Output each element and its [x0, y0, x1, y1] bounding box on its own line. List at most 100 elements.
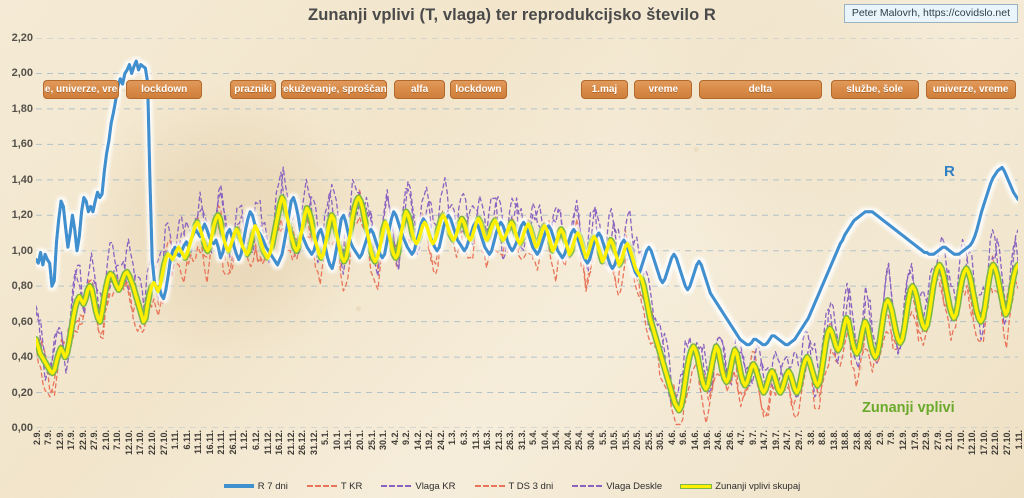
y-tick-0-60: 0,60 — [11, 315, 33, 328]
x-tick-label: 2.9. — [874, 430, 885, 446]
x-tick-label: 12.9. — [54, 430, 65, 451]
event-band-univerze-vreme[interactable]: univerze, vreme — [925, 80, 1016, 99]
x-tick-label: 15.4. — [551, 430, 562, 451]
legend-label: Zunanji vplivi skupaj — [715, 480, 801, 492]
x-tick-label: 26.12. — [297, 430, 308, 456]
y-tick-0-40: 0,40 — [11, 351, 33, 364]
y-tick-1-20: 1,20 — [11, 209, 33, 222]
series-vlaga-kr — [35, 166, 1019, 405]
x-tick-label: 24.7. — [782, 430, 793, 451]
legend-label: R 7 dni — [257, 480, 288, 492]
x-tick-label: 12.9. — [897, 430, 908, 451]
x-tick-label: 11.3. — [470, 430, 481, 450]
y-tick-2-20: 2,20 — [11, 32, 33, 44]
legend-item-r-7-dni[interactable]: R 7 dni — [223, 480, 288, 492]
x-tick-label: 5.4. — [528, 430, 539, 446]
y-tick-1-40: 1,40 — [11, 173, 33, 186]
x-tick-label: 19.6. — [701, 430, 712, 451]
x-tick-label: 27.10. — [1001, 430, 1012, 456]
y-tick-1-00: 1,00 — [11, 244, 33, 257]
x-tick-label: 21.11. — [216, 430, 227, 455]
x-tick-label: 15.5. — [620, 430, 631, 451]
r-curve-label: R — [944, 163, 955, 180]
x-tick-label: 25.5. — [643, 430, 654, 451]
legend-item-t-ds-3-dni[interactable]: T DS 3 dni — [474, 480, 554, 492]
x-tick-label: 21.3. — [493, 430, 504, 451]
x-tick-label: 7.10. — [955, 430, 966, 451]
event-band-slu-be-ole[interactable]: službe, šole — [830, 80, 919, 99]
plot-svg — [32, 37, 1022, 429]
x-tick-label: 4.6. — [666, 430, 677, 446]
x-tick-label: 17.10. — [978, 430, 989, 456]
legend-swatch — [223, 484, 254, 488]
x-tick-label: 20.1. — [354, 430, 365, 451]
dashed-series-group — [35, 166, 1019, 426]
legend-label: Vlaga KR — [415, 480, 456, 492]
x-tick-label: 1.3. — [447, 430, 458, 446]
legend-label: T DS 3 dni — [508, 480, 554, 492]
x-tick-label: 31.3. — [516, 430, 527, 451]
x-tick-label: 10.5. — [609, 430, 620, 451]
legend-item-zunanji-vplivi-skupaj[interactable]: Zunanji vplivi skupaj — [681, 481, 800, 492]
x-tick-label: 25.1. — [366, 430, 377, 451]
event-band-vreme[interactable]: vreme — [634, 80, 693, 99]
x-tick-label: 29.7. — [793, 430, 804, 451]
y-tick-1-60: 1,60 — [11, 138, 33, 151]
x-tick-label: 5.1. — [320, 430, 331, 446]
x-tick-label: 27.10. — [158, 430, 169, 456]
x-tick-label: 23.8. — [851, 430, 862, 451]
x-tick-label: 1.12. — [239, 430, 250, 451]
x-tick-label: 1.11. — [1013, 430, 1024, 450]
x-tick-label: 19.7. — [770, 430, 781, 451]
x-tick-label: 21.12. — [285, 430, 296, 456]
x-tick-label: 27.9. — [932, 430, 943, 451]
y-tick-2-00: 2,00 — [11, 67, 33, 80]
series-zunanji-vplivi-skupaj — [34, 195, 1020, 412]
legend-swatch — [381, 485, 412, 487]
x-tick-label: 16.12. — [274, 430, 285, 456]
x-tick-label: 31.12. — [308, 430, 319, 456]
x-tick-label: 6.11. — [181, 430, 192, 450]
y-tick-0-20: 0,20 — [11, 386, 33, 399]
event-band-lockdown[interactable]: lockdown — [126, 80, 203, 99]
legend-label: T KR — [340, 480, 363, 492]
legend-swatch — [681, 484, 712, 488]
x-tick-label: 27.9. — [89, 430, 100, 451]
x-tick-label: 22.10. — [990, 430, 1001, 456]
x-tick-label: 4.7. — [736, 430, 747, 446]
x-tick-label: 14.2. — [412, 430, 423, 451]
legend-swatch — [474, 485, 505, 487]
x-tick-label: 2.9. — [31, 430, 42, 446]
x-tick-label: 17.10. — [135, 430, 146, 456]
x-tick-label: 15.1. — [343, 430, 354, 451]
legend-item-vlaga-kr[interactable]: Vlaga KR — [381, 480, 456, 492]
series-t-ds-3-dni — [35, 189, 1019, 426]
x-tick-label: 12.10. — [967, 430, 978, 456]
event-bands: šole, univerze, vreme lockdown praznikipre… — [36, 80, 1018, 99]
event-band-delta[interactable]: delta — [699, 80, 822, 99]
legend-item-vlaga-deskle[interactable]: Vlaga Deskle — [572, 481, 662, 492]
x-tick-label: 16.11. — [204, 430, 215, 455]
event-band-prazniki[interactable]: prazniki — [230, 80, 277, 99]
x-tick-label: 20.5. — [632, 430, 643, 451]
x-tick-label: 30.5. — [655, 430, 666, 451]
x-tick-label: 9.6. — [678, 430, 689, 446]
x-tick-label: 14.7. — [759, 430, 770, 451]
x-tick-label: 28.8. — [863, 430, 874, 451]
x-tick-label: 10.1. — [331, 430, 342, 451]
x-tick-label: 24.6. — [713, 430, 724, 451]
x-tick-label: 29.6. — [724, 430, 735, 451]
legend-item-t-kr[interactable]: T KR — [306, 480, 363, 492]
event-band-preku-evanje-spro-anje[interactable]: prekuževanje, sproščanje — [280, 80, 388, 99]
event-band-1-maj[interactable]: 1.maj — [581, 80, 628, 99]
event-band-ole-univerze-vreme[interactable]: šole, univerze, vreme — [42, 80, 120, 99]
x-tick-label: 8.8. — [817, 430, 828, 446]
chart-legend: R 7 dni T KR Vlaga KR T DS 3 dni Vlaga Deskl… — [0, 477, 1024, 495]
x-tick-label: 19.2. — [424, 430, 435, 451]
x-tick-label: 24.2. — [435, 430, 446, 451]
event-band-lockdown[interactable]: lockdown — [449, 80, 508, 99]
x-tick-label: 11.12. — [262, 430, 273, 455]
zunanji-vplivi-label: Zunanji vplivi — [862, 400, 955, 416]
x-tick-label: 30.1. — [378, 430, 389, 451]
event-band-alfa[interactable]: alfa — [394, 80, 445, 99]
